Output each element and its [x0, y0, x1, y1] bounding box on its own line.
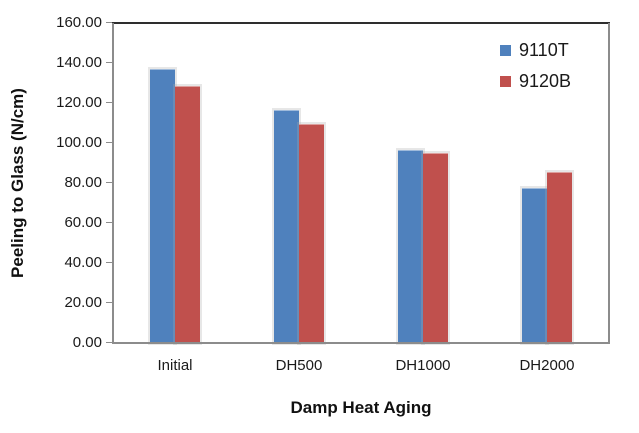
x-axis-line — [112, 342, 610, 344]
x-tick-label: DH1000 — [395, 357, 451, 374]
y-tick-label: 80.00 — [64, 174, 102, 191]
y-axis-line — [112, 23, 114, 343]
y-tick-label: 100.00 — [56, 134, 102, 151]
legend-item-9110T: 9110T — [500, 41, 571, 59]
plot-border-right — [608, 23, 610, 343]
y-tick-mark — [106, 222, 112, 223]
y-tick-label: 20.00 — [64, 294, 102, 311]
y-tick-mark — [106, 342, 112, 343]
y-tick-label: 60.00 — [64, 214, 102, 231]
x-tick-label: Initial — [157, 357, 193, 374]
y-tick-mark — [106, 22, 112, 23]
plot-border-top — [112, 22, 610, 24]
bar-9110T-DH500 — [274, 110, 299, 343]
y-tick-mark — [106, 102, 112, 103]
legend: 9110T 9120B — [500, 41, 571, 103]
y-tick-mark — [106, 182, 112, 183]
y-tick-label: 160.00 — [56, 14, 102, 31]
y-tick-mark — [106, 62, 112, 63]
legend-item-9120B: 9120B — [500, 72, 571, 90]
x-tick-label: DH500 — [275, 357, 323, 374]
bar-9120B-DH1000 — [423, 153, 448, 343]
bar-9110T-Initial — [150, 69, 175, 343]
bar-9120B-DH500 — [299, 124, 324, 343]
bar-9110T-DH2000 — [522, 188, 547, 343]
bar-9120B-Initial — [175, 86, 200, 343]
y-tick-mark — [106, 262, 112, 263]
legend-swatch-9120B — [500, 75, 511, 87]
legend-label: 9110T — [519, 40, 569, 60]
y-tick-label: 120.00 — [56, 94, 102, 111]
y-tick-mark — [106, 142, 112, 143]
x-axis-title: Damp Heat Aging — [290, 398, 432, 417]
bar-9110T-DH1000 — [398, 150, 423, 343]
y-tick-label: 140.00 — [56, 54, 102, 71]
y-tick-label: 40.00 — [64, 254, 102, 271]
legend-swatch-9110T — [500, 44, 511, 56]
y-tick-label: 0.00 — [72, 334, 102, 351]
plot-area — [112, 22, 610, 344]
y-tick-mark — [106, 302, 112, 303]
bar-9120B-DH2000 — [547, 172, 572, 343]
legend-label: 9120B — [519, 71, 572, 91]
x-tick-label: DH2000 — [519, 357, 575, 374]
